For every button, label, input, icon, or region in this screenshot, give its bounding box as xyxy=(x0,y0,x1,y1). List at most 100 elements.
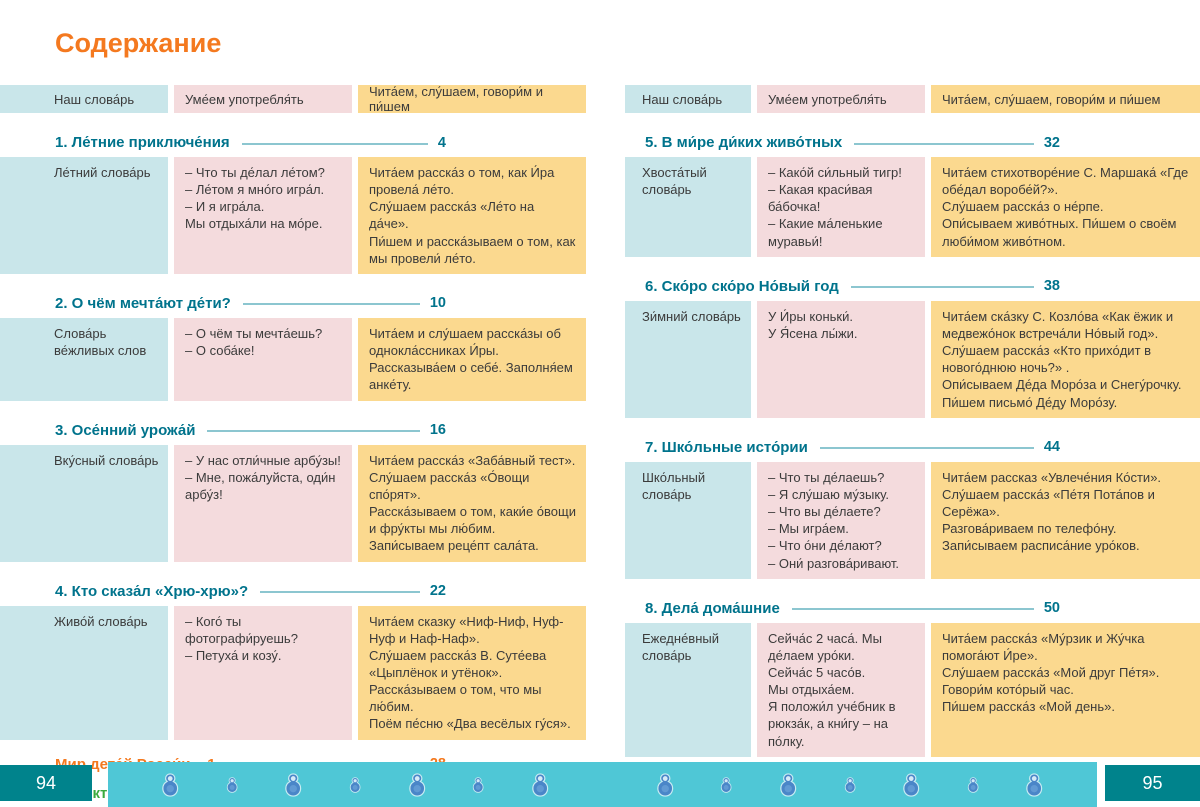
section-heading: 6. Ско́ро ско́ро Но́вый год 38 xyxy=(645,278,1060,295)
footer-decoration-left xyxy=(108,762,603,807)
legend-usage: Уме́ем употребля́ть xyxy=(174,85,352,113)
usage-cell: – Како́й си́льный тигр! – Какая краси́вая… xyxy=(757,157,925,257)
section-heading: 1. Ле́тние приключе́ния 4 xyxy=(55,134,446,151)
section-page-number: 38 xyxy=(1043,278,1060,295)
activities-cell: Чита́ем расска́з о том, как И́ра провела… xyxy=(358,157,586,274)
vocab-cell: Вку́сный слова́рь xyxy=(0,444,168,562)
section-page-number: 4 xyxy=(437,134,446,151)
section-title: 6. Ско́ро ско́ро Но́вый год xyxy=(645,277,839,295)
page-gutter xyxy=(586,85,625,807)
footer-decoration-right xyxy=(603,762,1098,807)
matryoshka-icon xyxy=(531,772,549,797)
vocab-cell: Шко́льный слова́рь xyxy=(625,461,751,579)
usage-cell: У И́ры коньки́. У Я́сена лы́жи. xyxy=(757,300,925,418)
activities-cell: Чита́ем сказку «Ниф-Ниф, Нуф-Нуф и Наф-Н… xyxy=(358,605,586,740)
activities-cell: Чита́ем стихотворе́ние С. Маршака́ «Где … xyxy=(931,157,1200,257)
activities-cell: Чита́ем ска́зку С. Козло́ва «Как ёжик и … xyxy=(931,300,1200,418)
leader-line xyxy=(791,608,1034,611)
matryoshka-icon xyxy=(720,776,732,793)
matryoshka-icon xyxy=(408,772,426,797)
toc-spread: Наш слова́рь Уме́ем употребля́ть Чита́ем… xyxy=(0,84,1200,807)
page-right: Наш слова́рь Уме́ем употребля́ть Чита́ем… xyxy=(625,85,1200,807)
section-heading: 5. В ми́ре ди́ких живо́тных 32 xyxy=(645,134,1060,151)
usage-cell: – У нас отли́чные арбу́зы! – Мне, пожа́лу… xyxy=(174,444,352,562)
section-title: 1. Ле́тние приключе́ния xyxy=(55,134,230,151)
matryoshka-icon xyxy=(472,776,484,793)
page-number-right: 95 xyxy=(1105,765,1200,801)
leader-line xyxy=(241,142,428,145)
section-heading: 7. Шко́льные исто́рии 44 xyxy=(645,439,1060,456)
section-row: Ежедне́вный слова́рь Сейча́с 2 часа́. Мы… xyxy=(625,622,1200,757)
page-left: Наш слова́рь Уме́ем употребля́ть Чита́ем… xyxy=(0,84,586,807)
vocab-cell: Слова́рь ве́жливых слов xyxy=(0,317,168,401)
page-number-left: 94 xyxy=(0,765,92,801)
section-row: Живо́й слова́рь – Кого́ ты фотографи́руе… xyxy=(0,605,586,740)
toc-section: 4. Кто сказа́л «Хрю-хрю»? 22 Живо́й слов… xyxy=(0,583,586,740)
section-title: 8. Дела́ дома́шние xyxy=(645,599,780,617)
leader-line xyxy=(854,142,1034,145)
section-title: 4. Кто сказа́л «Хрю-хрю»? xyxy=(55,582,249,600)
leader-line xyxy=(207,430,420,433)
legend-usage: Уме́ем употребля́ть xyxy=(757,85,925,113)
matryoshka-icon xyxy=(844,776,856,793)
usage-cell: – Кого́ ты фотографи́руешь? – Петуха́ и к… xyxy=(174,605,352,740)
page-title: Содержание xyxy=(55,28,222,58)
matryoshka-icon xyxy=(967,776,979,793)
vocab-cell: Ле́тний слова́рь xyxy=(0,157,168,274)
section-title: 7. Шко́льные исто́рии xyxy=(645,438,808,456)
section-page-number: 50 xyxy=(1043,600,1060,617)
vocab-cell: Хвоста́тый слова́рь xyxy=(625,157,751,257)
usage-cell: – О чём ты мечта́ешь? – О соба́ке! xyxy=(174,317,352,401)
section-heading: 8. Дела́ дома́шние 50 xyxy=(645,600,1060,617)
toc-section: 1. Ле́тние приключе́ния 4 Ле́тний слова́… xyxy=(0,134,586,274)
legend-header-row: Наш слова́рь Уме́ем употребля́ть Чита́ем… xyxy=(625,85,1200,113)
section-heading: 2. О чём мечта́ют де́ти? 10 xyxy=(55,295,446,312)
section-row: Шко́льный слова́рь – Что ты де́лаешь? – Я… xyxy=(625,461,1200,579)
section-heading: 3. Осе́нний урожа́й 16 xyxy=(55,422,446,439)
matryoshka-icon xyxy=(284,772,302,797)
legend-activities: Чита́ем, слу́шаем, говори́м и пи́шем xyxy=(358,84,586,114)
toc-section: 6. Ско́ро ско́ро Но́вый год 38 Зи́мний с… xyxy=(625,278,1200,418)
section-page-number: 44 xyxy=(1043,439,1060,456)
section-page-number: 32 xyxy=(1043,134,1060,151)
section-row: Слова́рь ве́жливых слов – О чём ты мечта… xyxy=(0,317,586,401)
leader-line xyxy=(819,447,1034,450)
legend-header-row: Наш слова́рь Уме́ем употребля́ть Чита́ем… xyxy=(0,84,586,114)
section-title: 2. О чём мечта́ют де́ти? xyxy=(55,294,231,312)
matryoshka-icon xyxy=(226,776,238,793)
toc-section: 8. Дела́ дома́шние 50 Ежедне́вный слова́… xyxy=(625,600,1200,757)
matryoshka-icon xyxy=(1025,772,1043,797)
activities-cell: Чита́ем рассказ «Увлече́ния Ко́сти». Слу́… xyxy=(931,461,1200,579)
activities-cell: Чита́ем расска́з «Заба́вный тест». Слу́ша… xyxy=(358,444,586,562)
section-title: 3. Осе́нний урожа́й xyxy=(55,421,196,439)
toc-section: 2. О чём мечта́ют де́ти? 10 Слова́рь ве́… xyxy=(0,295,586,401)
vocab-cell: Живо́й слова́рь xyxy=(0,605,168,740)
leader-line xyxy=(260,591,420,593)
section-page-number: 10 xyxy=(429,295,446,312)
section-row: Ле́тний слова́рь – Что ты де́лал ле́том?… xyxy=(0,157,586,274)
toc-section: 5. В ми́ре ди́ких живо́тных 32 Хвоста́ты… xyxy=(625,134,1200,257)
matryoshka-icon xyxy=(779,772,797,797)
leader-line xyxy=(850,286,1034,289)
section-heading: 4. Кто сказа́л «Хрю-хрю»? 22 xyxy=(55,583,446,600)
legend-vocab: Наш слова́рь xyxy=(625,85,751,113)
matryoshka-icon xyxy=(902,772,920,797)
toc-section: 3. Осе́нний урожа́й 16 Вку́сный слова́рь… xyxy=(0,422,586,562)
section-page-number: 16 xyxy=(429,422,446,439)
vocab-cell: Зи́мний слова́рь xyxy=(625,300,751,418)
legend-vocab: Наш слова́рь xyxy=(0,85,168,113)
leader-line xyxy=(242,303,420,306)
section-row: Хвоста́тый слова́рь – Како́й си́льный ти… xyxy=(625,157,1200,257)
legend-activities: Чита́ем, слу́шаем, говори́м и пи́шем xyxy=(931,85,1200,113)
section-row: Вку́сный слова́рь – У нас отли́чные арбу… xyxy=(0,444,586,562)
usage-cell: – Что ты де́лаешь? – Я слу́шаю му́зыку. – … xyxy=(757,461,925,579)
toc-section: 7. Шко́льные исто́рии 44 Шко́льный слова… xyxy=(625,439,1200,579)
section-page-number: 22 xyxy=(429,583,446,599)
usage-cell: – Что ты де́лал ле́том? – Ле́том я мно́го… xyxy=(174,157,352,274)
section-row: Зи́мний слова́рь У И́ры коньки́. У Я́сена… xyxy=(625,300,1200,418)
activities-cell: Чита́ем расска́з «Му́рзик и Жу́чка помог… xyxy=(931,622,1200,757)
activities-cell: Чита́ем и слу́шаем расска́зы об однокла́… xyxy=(358,317,586,401)
matryoshka-icon xyxy=(161,772,179,797)
matryoshka-icon xyxy=(349,776,361,793)
footer: 94 95 xyxy=(0,762,1200,807)
